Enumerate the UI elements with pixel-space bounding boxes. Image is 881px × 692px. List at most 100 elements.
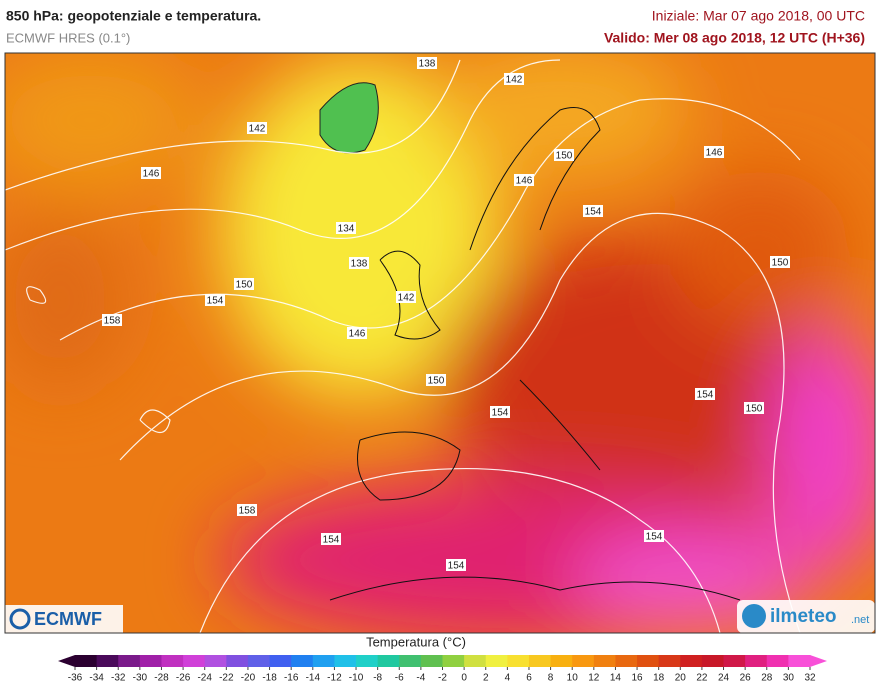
contour-label-box xyxy=(583,205,603,217)
contour-label: 150 xyxy=(772,258,789,269)
colorbar-tick-label: -4 xyxy=(416,673,425,684)
colorbar-segment xyxy=(183,655,206,667)
contour-label-box xyxy=(744,402,764,414)
colorbar-segment xyxy=(420,655,443,667)
contour-label: 154 xyxy=(585,207,602,218)
init-time: Iniziale: Mar 07 ago 2018, 00 UTC xyxy=(652,8,865,24)
colorbar-segment xyxy=(593,655,616,667)
colorbar-tick-label: -8 xyxy=(373,673,382,684)
colorbar-segment xyxy=(788,655,811,667)
colorbar-tick-label: -34 xyxy=(89,673,104,684)
contour-label-box xyxy=(347,327,367,339)
colorbar-segment xyxy=(377,655,400,667)
colorbar-tick-label: -16 xyxy=(284,673,299,684)
contour-label-box xyxy=(770,256,790,268)
colorbar-tick-label: -28 xyxy=(154,673,169,684)
colorbar-tick-label: 18 xyxy=(653,673,665,684)
colorbar-segment xyxy=(572,655,595,667)
contour-label: 138 xyxy=(351,259,368,270)
colorbar-segment xyxy=(658,655,681,667)
contour-label: 158 xyxy=(239,506,256,517)
colorbar-tick-label: -2 xyxy=(438,673,447,684)
colorbar-tick-label: 22 xyxy=(696,673,708,684)
contour-label-box xyxy=(321,533,341,545)
colorbar-tick-label: -26 xyxy=(176,673,191,684)
contour-label-box xyxy=(247,122,267,134)
colorbar-segment xyxy=(96,655,119,667)
colorbar-segment xyxy=(745,655,768,667)
colorbar-tick-label: 26 xyxy=(740,673,752,684)
contour-label-box xyxy=(644,530,664,542)
colorbar-tick-label: -36 xyxy=(68,673,83,684)
colorbar-tick-label: -30 xyxy=(133,673,148,684)
contour-label: 150 xyxy=(746,404,763,415)
valid-time: Valido: Mer 08 ago 2018, 12 UTC (H+36) xyxy=(604,30,865,46)
ilmeteo-logo: ilmeteo xyxy=(770,606,837,627)
colorbar-tick-label: 12 xyxy=(588,673,600,684)
contour-label-box xyxy=(102,314,122,326)
colorbar-tick-label: 32 xyxy=(804,673,816,684)
colorbar-segment xyxy=(399,655,422,667)
contour-label-box xyxy=(237,504,257,516)
contour-label-box xyxy=(349,257,369,269)
contour-label-box xyxy=(704,146,724,158)
colorbar-segment xyxy=(118,655,141,667)
contour-label-box xyxy=(490,406,510,418)
colorbar-segment xyxy=(485,655,508,667)
colorbar-segment xyxy=(464,655,487,667)
colorbar-segment xyxy=(723,655,746,667)
colorbar-tick-label: 16 xyxy=(631,673,643,684)
contour-label-box xyxy=(695,388,715,400)
colorbar-segment xyxy=(269,655,292,667)
contour-label: 154 xyxy=(492,408,509,419)
contour-label-box xyxy=(554,149,574,161)
contour-label: 154 xyxy=(697,390,714,401)
colorbar-arrow-low xyxy=(58,655,75,667)
contour-label: 146 xyxy=(143,169,160,180)
colorbar-segment xyxy=(550,655,573,667)
map: ECMWF ilmeteo .net 138 142 142 146 150 146 146… xyxy=(5,53,875,633)
contour-label-box xyxy=(514,174,534,186)
colorbar-tick-label: -24 xyxy=(197,673,212,684)
contour-label-box xyxy=(205,294,225,306)
colorbar-segment xyxy=(507,655,530,667)
contour-label-box xyxy=(426,374,446,386)
colorbar-tick-label: -32 xyxy=(111,673,126,684)
contour-label: 154 xyxy=(646,532,663,543)
colorbar-arrow-high xyxy=(810,655,827,667)
ecmwf-logo: ECMWF xyxy=(34,609,102,629)
colorbar-segment xyxy=(766,655,789,667)
colorbar-tick-label: 8 xyxy=(548,673,554,684)
contour-label: 146 xyxy=(349,329,366,340)
colorbar-tick-label: 4 xyxy=(505,673,511,684)
colorbar-segment xyxy=(637,655,660,667)
colorbar-tick-label: 6 xyxy=(526,673,532,684)
contour-label-box xyxy=(141,167,161,179)
contour-label: 150 xyxy=(428,376,445,387)
contour-label: 154 xyxy=(323,535,340,546)
title: 850 hPa: geopotenziale e temperatura. xyxy=(6,8,261,24)
contour-label: 142 xyxy=(506,75,523,86)
colorbar-title: Temperatura (°C) xyxy=(366,634,466,649)
contour-label-box xyxy=(417,57,437,69)
contour-label: 154 xyxy=(448,561,465,572)
contour-label: 134 xyxy=(338,224,355,235)
colorbar-tick-label: -22 xyxy=(219,673,234,684)
colorbar-segment xyxy=(334,655,357,667)
colorbar-segment xyxy=(161,655,184,667)
colorbar-segment xyxy=(226,655,249,667)
contour-label: 142 xyxy=(398,293,415,304)
contour-label: 158 xyxy=(104,316,121,327)
contour-label-box xyxy=(336,222,356,234)
colorbar-tick-label: -20 xyxy=(241,673,256,684)
colorbar-tick-label: -18 xyxy=(262,673,277,684)
colorbar-segment xyxy=(247,655,271,667)
colorbar-tick-label: -14 xyxy=(306,673,321,684)
colorbar-tick-label: -12 xyxy=(327,673,342,684)
contour-label: 142 xyxy=(249,124,266,135)
map-frame xyxy=(4,52,876,634)
contour-label-box xyxy=(446,559,466,571)
colorbar-tick-label: 30 xyxy=(783,673,795,684)
contour-label-box xyxy=(396,291,416,303)
